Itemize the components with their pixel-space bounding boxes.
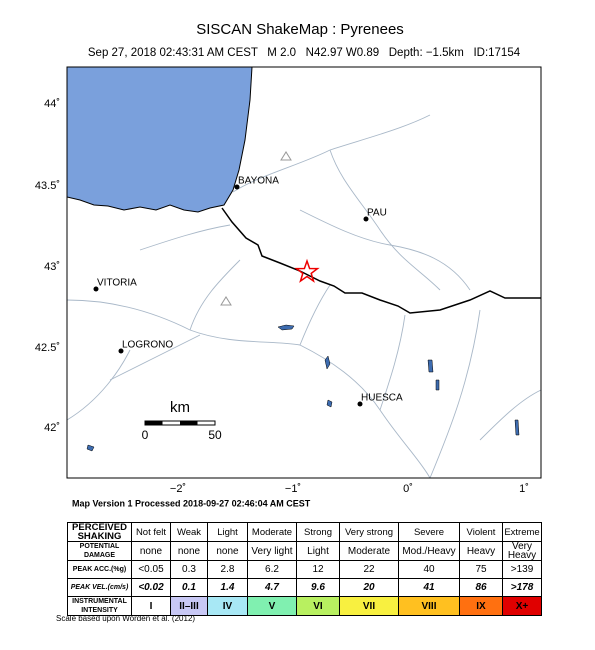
lat-label: 43˚ — [44, 261, 60, 273]
row-label: POTENTIAL DAMAGE — [67, 541, 132, 561]
legend-cell: Mod./Heavy — [398, 541, 460, 561]
city-dot — [93, 286, 99, 292]
city-dot — [363, 216, 369, 222]
border — [221, 207, 541, 314]
legend-cell: 40 — [398, 560, 460, 579]
legend-cell: I — [131, 596, 171, 616]
legend-cell: 86 — [459, 578, 503, 597]
legend-cell: VI — [296, 596, 340, 616]
legend-cell: Heavy — [459, 541, 503, 561]
legend-cell: V — [247, 596, 297, 616]
legend-cell: Very Heavy — [502, 541, 542, 561]
row-label: PERCEIVED SHAKING — [67, 522, 132, 542]
scale-bar: km 0 50 — [142, 399, 222, 442]
lon-labels: −2˚ −1˚ 0˚ 1˚ — [170, 483, 529, 495]
lon-label: 1˚ — [519, 483, 529, 495]
scale-seg — [180, 421, 198, 425]
subtitle: Sep 27, 2018 02:43:31 AM CEST M 2.0 N42.… — [88, 47, 521, 59]
legend-cell: 9.6 — [296, 578, 340, 597]
intensity-legend: PERCEIVED SHAKING Not felt Weak Light Modera… — [67, 522, 542, 616]
lon-label: 0˚ — [403, 483, 413, 495]
legend-cell: II–III — [170, 596, 208, 616]
legend-cell: 0.1 — [170, 578, 208, 597]
legend-cell: none — [170, 541, 208, 561]
legend-cell: 2.8 — [207, 560, 248, 579]
legend-cell: Light — [296, 541, 340, 561]
rivers — [66, 114, 542, 479]
legend-row: INSTRUMENTAL INTENSITY I II–III IV V VI VII VII… — [67, 596, 542, 616]
legend-cell: Very light — [247, 541, 297, 561]
legend-cell: X+ — [502, 596, 542, 616]
scale-unit: km — [170, 399, 190, 416]
legend-cell: Moderate — [247, 522, 297, 542]
legend-cell: VII — [339, 596, 399, 616]
legend-row: POTENTIAL DAMAGE none none none Very light Li… — [67, 541, 542, 561]
legend-cell: Very strong — [339, 522, 399, 542]
legend-cell: IX — [459, 596, 503, 616]
legend-cell: 4.7 — [247, 578, 297, 597]
city-dot — [118, 348, 124, 354]
scale-label: 50 — [208, 428, 222, 442]
row-label: PEAK ACC.(%g) — [67, 560, 132, 579]
stations — [220, 151, 292, 306]
map-figure: SISCAN ShakeMap : Pyrenees Sep 27, 2018 … — [35, 21, 542, 508]
legend-cell: Strong — [296, 522, 340, 542]
legend-cell: VIII — [398, 596, 460, 616]
legend-cell: Not felt — [131, 522, 171, 542]
row-label: INSTRUMENTAL INTENSITY — [67, 596, 132, 616]
legend-cell: <0.02 — [131, 578, 171, 597]
epicenter — [294, 258, 320, 283]
legend-cell: none — [207, 541, 248, 561]
note: Scale based upon Worden et al. (2012) — [56, 614, 196, 623]
map-frame — [66, 66, 542, 479]
lon-label: −2˚ — [170, 483, 186, 495]
city-label: VITORIA — [97, 278, 137, 289]
legend-cell: >178 — [502, 578, 542, 597]
legend-cell: 6.2 — [247, 560, 297, 579]
legend-row: PEAK VEL.(cm/s) <0.02 0.1 1.4 4.7 9.6 20 41 86 >1… — [67, 578, 542, 597]
legend-cell: 12 — [296, 560, 340, 579]
legend-cell: Extreme — [502, 522, 542, 542]
legend-cell: Severe — [398, 522, 460, 542]
lat-label: 43.5˚ — [35, 180, 60, 192]
lat-label: 42.5˚ — [35, 342, 60, 354]
legend-cell: 0.3 — [170, 560, 208, 579]
cities: BAYONA PAU VITORIA LOGRONO HUESCA — [93, 176, 403, 407]
legend-row: PERCEIVED SHAKING Not felt Weak Light Modera… — [67, 522, 542, 542]
city-label: LOGRONO — [122, 340, 173, 351]
legend-cell: 41 — [398, 578, 460, 597]
scale-seg — [145, 421, 163, 425]
legend-cell: Weak — [170, 522, 208, 542]
lat-labels: 44˚ 43.5˚ 43˚ 42.5˚ 42˚ — [35, 98, 60, 434]
lat-label: 44˚ — [44, 98, 60, 110]
map — [66, 66, 542, 479]
legend-cell: >139 — [502, 560, 542, 579]
city-label: PAU — [367, 208, 387, 219]
city-dot — [357, 401, 363, 407]
legend-cell: 1.4 — [207, 578, 248, 597]
legend-cell: 22 — [339, 560, 399, 579]
lakes — [86, 324, 520, 452]
legend-cell: Violent — [459, 522, 503, 542]
legend-cell: none — [131, 541, 171, 561]
ocean — [66, 66, 253, 213]
legend-cell: IV — [207, 596, 248, 616]
lat-label: 42˚ — [44, 422, 60, 434]
city-dot — [234, 184, 240, 190]
title: SISCAN ShakeMap : Pyrenees — [196, 21, 404, 38]
legend-row: PEAK ACC.(%g) <0.05 0.3 2.8 6.2 12 22 40 75 >139 — [67, 560, 542, 579]
legend-cell: Moderate — [339, 541, 399, 561]
row-label: PEAK VEL.(cm/s) — [67, 578, 132, 597]
lon-label: −1˚ — [285, 483, 301, 495]
legend-cell: 20 — [339, 578, 399, 597]
legend-cell: <0.05 — [131, 560, 171, 579]
city-label: HUESCA — [361, 393, 403, 404]
scale-label: 0 — [142, 428, 149, 442]
legend-cell: 75 — [459, 560, 503, 579]
legend-cell: Light — [207, 522, 248, 542]
footer: Map Version 1 Processed 2018-09-27 02:46… — [72, 498, 311, 508]
city-label: BAYONA — [238, 176, 279, 187]
